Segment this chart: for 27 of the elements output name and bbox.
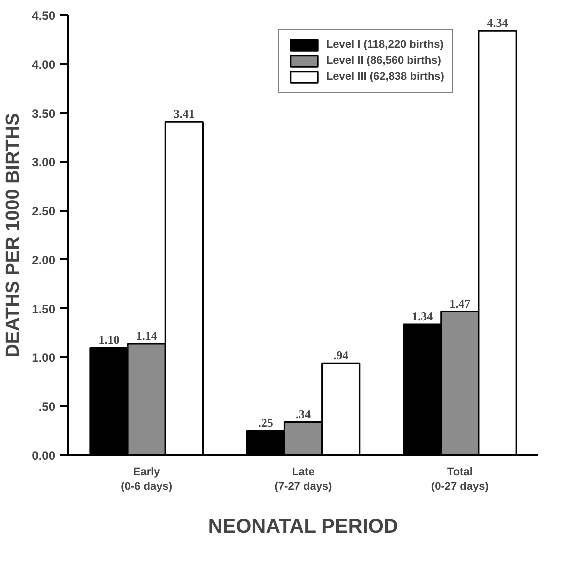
y-tick-label: 3.00: [32, 156, 56, 170]
y-tick-label: 2.00: [32, 253, 56, 268]
y-tick-label: 4.50: [32, 9, 56, 23]
y-tick-label: 3.50: [32, 106, 56, 121]
y-tick-label: 1.50: [32, 302, 56, 316]
y-tick-label: 0.00: [32, 449, 56, 463]
data-label: 1.10: [98, 332, 120, 347]
data-label: .25: [258, 416, 274, 430]
data-label: 4.34: [487, 16, 508, 30]
x-axis-title: NEONATAL PERIOD: [208, 516, 398, 538]
legend-label: Level I (118,220 births): [326, 39, 444, 51]
y-tick-label: 2.50: [32, 204, 56, 219]
data-label: .34: [296, 407, 311, 422]
x-tick-label: Total (0-27 days): [431, 466, 490, 493]
y-tick-label: .50: [38, 400, 56, 414]
legend-label: Level II (86,560 births): [326, 55, 442, 67]
y-axis-title: DEATHS PER 1000 BIRTHS: [3, 113, 24, 358]
data-label: 1.47: [450, 296, 471, 311]
data-label: 3.41: [174, 107, 195, 122]
x-tick-label: Late (7-27 days): [274, 466, 333, 493]
y-tick-label: 4.00: [32, 58, 56, 72]
data-label: 1.14: [136, 329, 158, 344]
y-tick-label: 1.00: [32, 351, 56, 366]
data-label: 1.34: [412, 309, 434, 324]
legend-label: Level III (62,838 births): [326, 71, 444, 83]
data-label: .94: [334, 348, 349, 363]
x-tick-label: Early (0-6 days): [121, 466, 173, 493]
